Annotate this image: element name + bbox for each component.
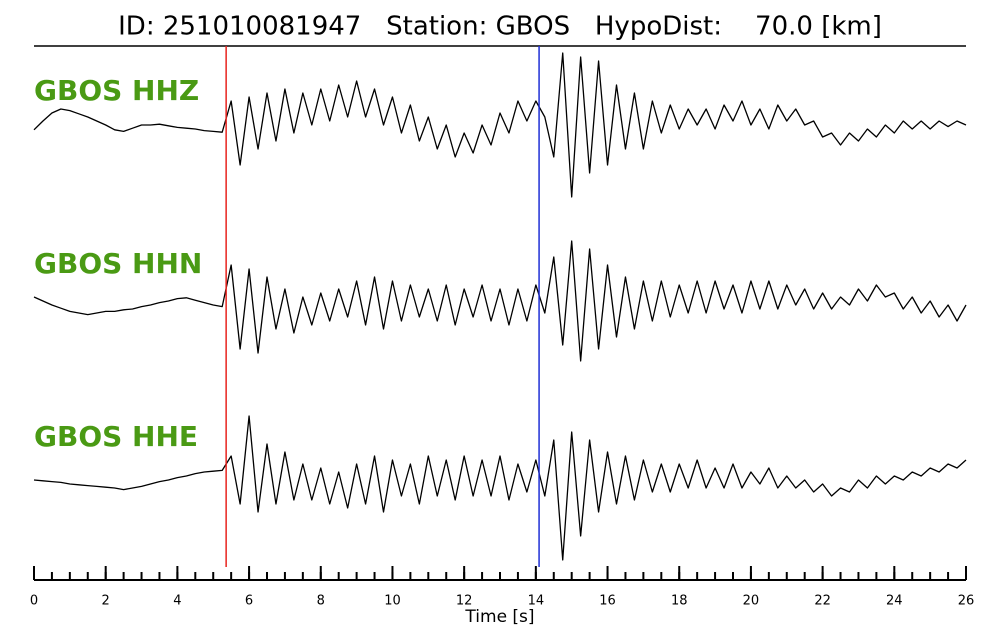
x-tick-label: 18 xyxy=(671,594,688,609)
chart-title: ID: 251010081947 Station: GBOS HypoDist:… xyxy=(118,12,882,42)
x-tick-label: 6 xyxy=(245,594,253,609)
x-tick-label: 22 xyxy=(814,594,831,609)
x-tick-label: 24 xyxy=(886,594,903,609)
trace-label: GBOS HHN xyxy=(34,247,202,280)
trace-label: GBOS HHE xyxy=(34,420,198,453)
x-axis-label: Time [s] xyxy=(464,607,534,627)
x-tick-label: 26 xyxy=(958,594,975,609)
x-tick-label: 10 xyxy=(384,594,401,609)
x-tick-label: 4 xyxy=(173,594,181,609)
x-tick-label: 8 xyxy=(317,594,325,609)
trace-label: GBOS HHZ xyxy=(34,74,199,107)
waveform xyxy=(33,52,967,198)
x-tick-label: 14 xyxy=(528,594,545,609)
x-tick-label: 16 xyxy=(599,594,616,609)
waveform xyxy=(33,415,967,561)
x-tick-label: 20 xyxy=(743,594,760,609)
x-tick-label: 0 xyxy=(30,594,38,609)
x-tick-label: 2 xyxy=(102,594,110,609)
x-tick-label: 12 xyxy=(456,594,473,609)
waveform xyxy=(33,240,967,362)
